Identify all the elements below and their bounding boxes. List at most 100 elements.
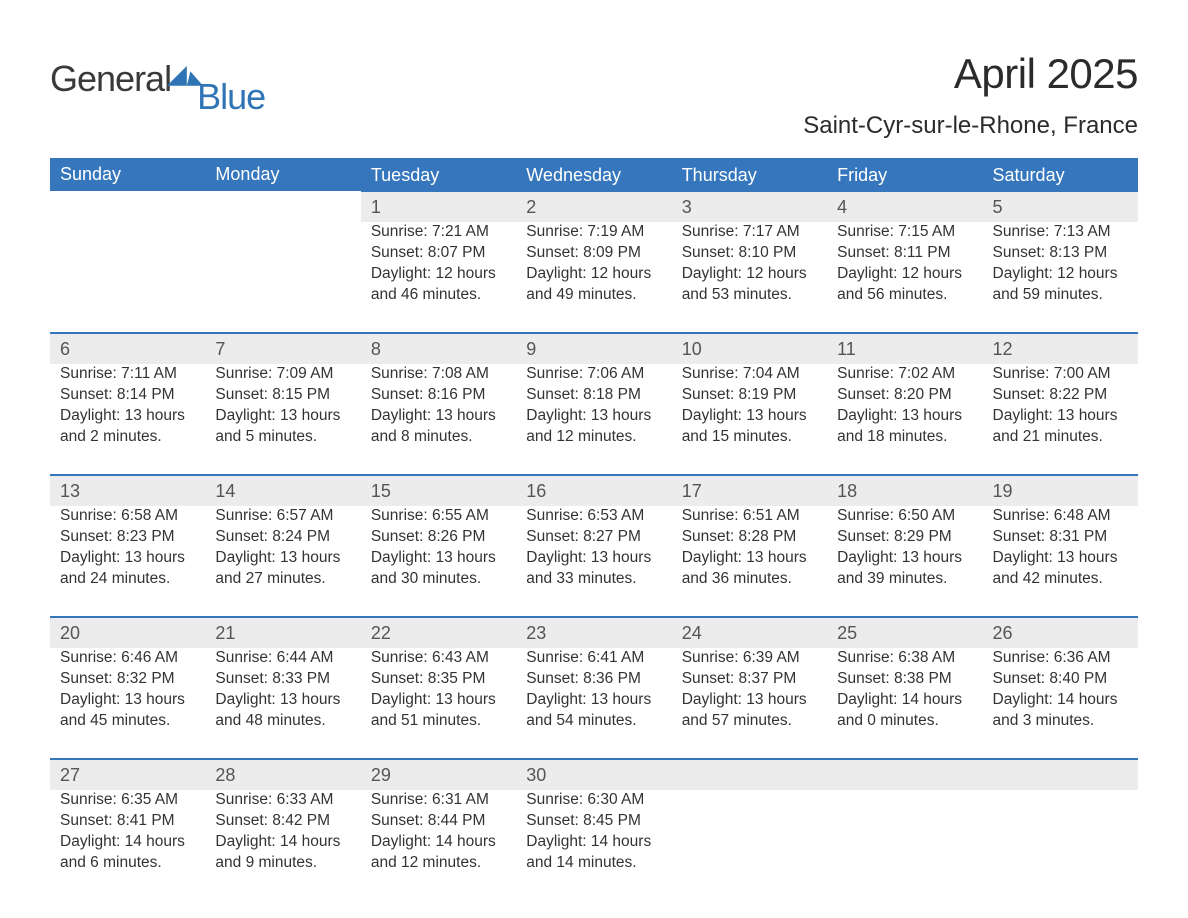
day-number-cell	[983, 759, 1138, 790]
week-number-row: 20212223242526	[50, 617, 1138, 648]
sunrise-line: Sunrise: 6:58 AM	[60, 506, 195, 527]
daylight-line: Daylight: 13 hours and 57 minutes.	[682, 690, 817, 732]
daylight-line: Daylight: 14 hours and 6 minutes.	[60, 832, 195, 874]
sunrise-line: Sunrise: 7:00 AM	[993, 364, 1128, 385]
sunrise-line: Sunrise: 6:57 AM	[215, 506, 350, 527]
sunset-line: Sunset: 8:23 PM	[60, 527, 195, 548]
sunrise-line: Sunrise: 6:30 AM	[526, 790, 661, 811]
day-number-cell	[205, 192, 360, 222]
daylight-line: Daylight: 13 hours and 36 minutes.	[682, 548, 817, 590]
sunset-line: Sunset: 8:37 PM	[682, 669, 817, 690]
day-detail-cell: Sunrise: 6:43 AMSunset: 8:35 PMDaylight:…	[361, 648, 516, 759]
sunrise-line: Sunrise: 7:06 AM	[526, 364, 661, 385]
sunset-line: Sunset: 8:19 PM	[682, 385, 817, 406]
week-detail-row: Sunrise: 7:11 AMSunset: 8:14 PMDaylight:…	[50, 364, 1138, 475]
week-detail-row: Sunrise: 6:46 AMSunset: 8:32 PMDaylight:…	[50, 648, 1138, 759]
daylight-line: Daylight: 12 hours and 49 minutes.	[526, 264, 661, 306]
day-number-cell: 17	[672, 475, 827, 506]
daylight-line: Daylight: 12 hours and 56 minutes.	[837, 264, 972, 306]
daylight-line: Daylight: 13 hours and 5 minutes.	[215, 406, 350, 448]
daylight-line: Daylight: 13 hours and 42 minutes.	[993, 548, 1128, 590]
daylight-line: Daylight: 13 hours and 24 minutes.	[60, 548, 195, 590]
day-detail-cell: Sunrise: 7:02 AMSunset: 8:20 PMDaylight:…	[827, 364, 982, 475]
week-detail-row: Sunrise: 6:35 AMSunset: 8:41 PMDaylight:…	[50, 790, 1138, 900]
daylight-line: Daylight: 12 hours and 46 minutes.	[371, 264, 506, 306]
day-number-cell: 18	[827, 475, 982, 506]
daylight-line: Daylight: 13 hours and 48 minutes.	[215, 690, 350, 732]
day-number-cell: 27	[50, 759, 205, 790]
sunrise-line: Sunrise: 7:08 AM	[371, 364, 506, 385]
sunrise-line: Sunrise: 6:33 AM	[215, 790, 350, 811]
day-number-cell: 2	[516, 192, 671, 222]
day-number-cell: 7	[205, 333, 360, 364]
day-detail-cell	[205, 222, 360, 333]
day-detail-cell: Sunrise: 6:36 AMSunset: 8:40 PMDaylight:…	[983, 648, 1138, 759]
day-number-cell: 14	[205, 475, 360, 506]
sunset-line: Sunset: 8:38 PM	[837, 669, 972, 690]
daylight-line: Daylight: 13 hours and 12 minutes.	[526, 406, 661, 448]
logo-text-blue: Blue	[197, 76, 265, 118]
sunset-line: Sunset: 8:33 PM	[215, 669, 350, 690]
day-number-cell: 6	[50, 333, 205, 364]
daylight-line: Daylight: 13 hours and 30 minutes.	[371, 548, 506, 590]
day-detail-cell: Sunrise: 7:11 AMSunset: 8:14 PMDaylight:…	[50, 364, 205, 475]
sunset-line: Sunset: 8:27 PM	[526, 527, 661, 548]
day-number-cell: 16	[516, 475, 671, 506]
sunrise-line: Sunrise: 6:43 AM	[371, 648, 506, 669]
day-number-cell	[827, 759, 982, 790]
sunset-line: Sunset: 8:15 PM	[215, 385, 350, 406]
daylight-line: Daylight: 13 hours and 51 minutes.	[371, 690, 506, 732]
day-detail-cell: Sunrise: 7:04 AMSunset: 8:19 PMDaylight:…	[672, 364, 827, 475]
day-detail-cell: Sunrise: 6:53 AMSunset: 8:27 PMDaylight:…	[516, 506, 671, 617]
daylight-line: Daylight: 13 hours and 15 minutes.	[682, 406, 817, 448]
sunrise-line: Sunrise: 7:21 AM	[371, 222, 506, 243]
sunset-line: Sunset: 8:29 PM	[837, 527, 972, 548]
sunset-line: Sunset: 8:35 PM	[371, 669, 506, 690]
week-number-row: 13141516171819	[50, 475, 1138, 506]
day-header: Friday	[827, 158, 982, 192]
day-number-cell: 20	[50, 617, 205, 648]
logo-text-general: General	[50, 58, 171, 100]
sunset-line: Sunset: 8:18 PM	[526, 385, 661, 406]
day-number-cell: 13	[50, 475, 205, 506]
sunset-line: Sunset: 8:11 PM	[837, 243, 972, 264]
day-header: Monday	[205, 158, 360, 192]
day-number-cell: 26	[983, 617, 1138, 648]
week-number-row: 12345	[50, 192, 1138, 222]
sunrise-line: Sunrise: 7:15 AM	[837, 222, 972, 243]
day-detail-cell: Sunrise: 6:57 AMSunset: 8:24 PMDaylight:…	[205, 506, 360, 617]
sunrise-line: Sunrise: 6:48 AM	[993, 506, 1128, 527]
day-detail-cell: Sunrise: 6:58 AMSunset: 8:23 PMDaylight:…	[50, 506, 205, 617]
sunset-line: Sunset: 8:45 PM	[526, 811, 661, 832]
day-detail-cell: Sunrise: 7:06 AMSunset: 8:18 PMDaylight:…	[516, 364, 671, 475]
day-detail-cell: Sunrise: 6:55 AMSunset: 8:26 PMDaylight:…	[361, 506, 516, 617]
day-number-cell: 12	[983, 333, 1138, 364]
sunrise-line: Sunrise: 7:04 AM	[682, 364, 817, 385]
sunrise-line: Sunrise: 6:38 AM	[837, 648, 972, 669]
day-detail-cell: Sunrise: 7:19 AMSunset: 8:09 PMDaylight:…	[516, 222, 671, 333]
sunrise-line: Sunrise: 7:02 AM	[837, 364, 972, 385]
sunrise-line: Sunrise: 6:36 AM	[993, 648, 1128, 669]
month-title: April 2025	[803, 50, 1138, 98]
calendar-body: 12345Sunrise: 7:21 AMSunset: 8:07 PMDayl…	[50, 192, 1138, 900]
sunrise-line: Sunrise: 6:41 AM	[526, 648, 661, 669]
day-header: Tuesday	[361, 158, 516, 192]
sunset-line: Sunset: 8:44 PM	[371, 811, 506, 832]
daylight-line: Daylight: 13 hours and 45 minutes.	[60, 690, 195, 732]
daylight-line: Daylight: 14 hours and 3 minutes.	[993, 690, 1128, 732]
sunset-line: Sunset: 8:31 PM	[993, 527, 1128, 548]
sunrise-line: Sunrise: 6:50 AM	[837, 506, 972, 527]
sunset-line: Sunset: 8:09 PM	[526, 243, 661, 264]
day-detail-cell: Sunrise: 6:39 AMSunset: 8:37 PMDaylight:…	[672, 648, 827, 759]
day-number-cell: 8	[361, 333, 516, 364]
day-number-cell: 24	[672, 617, 827, 648]
sunrise-line: Sunrise: 6:44 AM	[215, 648, 350, 669]
day-detail-cell: Sunrise: 7:09 AMSunset: 8:15 PMDaylight:…	[205, 364, 360, 475]
day-header: Saturday	[983, 158, 1138, 192]
header: General Blue April 2025 Saint-Cyr-sur-le…	[50, 50, 1138, 140]
sunset-line: Sunset: 8:24 PM	[215, 527, 350, 548]
day-detail-cell	[983, 790, 1138, 900]
daylight-line: Daylight: 13 hours and 33 minutes.	[526, 548, 661, 590]
calendar-table: SundayMondayTuesdayWednesdayThursdayFrid…	[50, 158, 1138, 900]
day-detail-cell: Sunrise: 6:51 AMSunset: 8:28 PMDaylight:…	[672, 506, 827, 617]
